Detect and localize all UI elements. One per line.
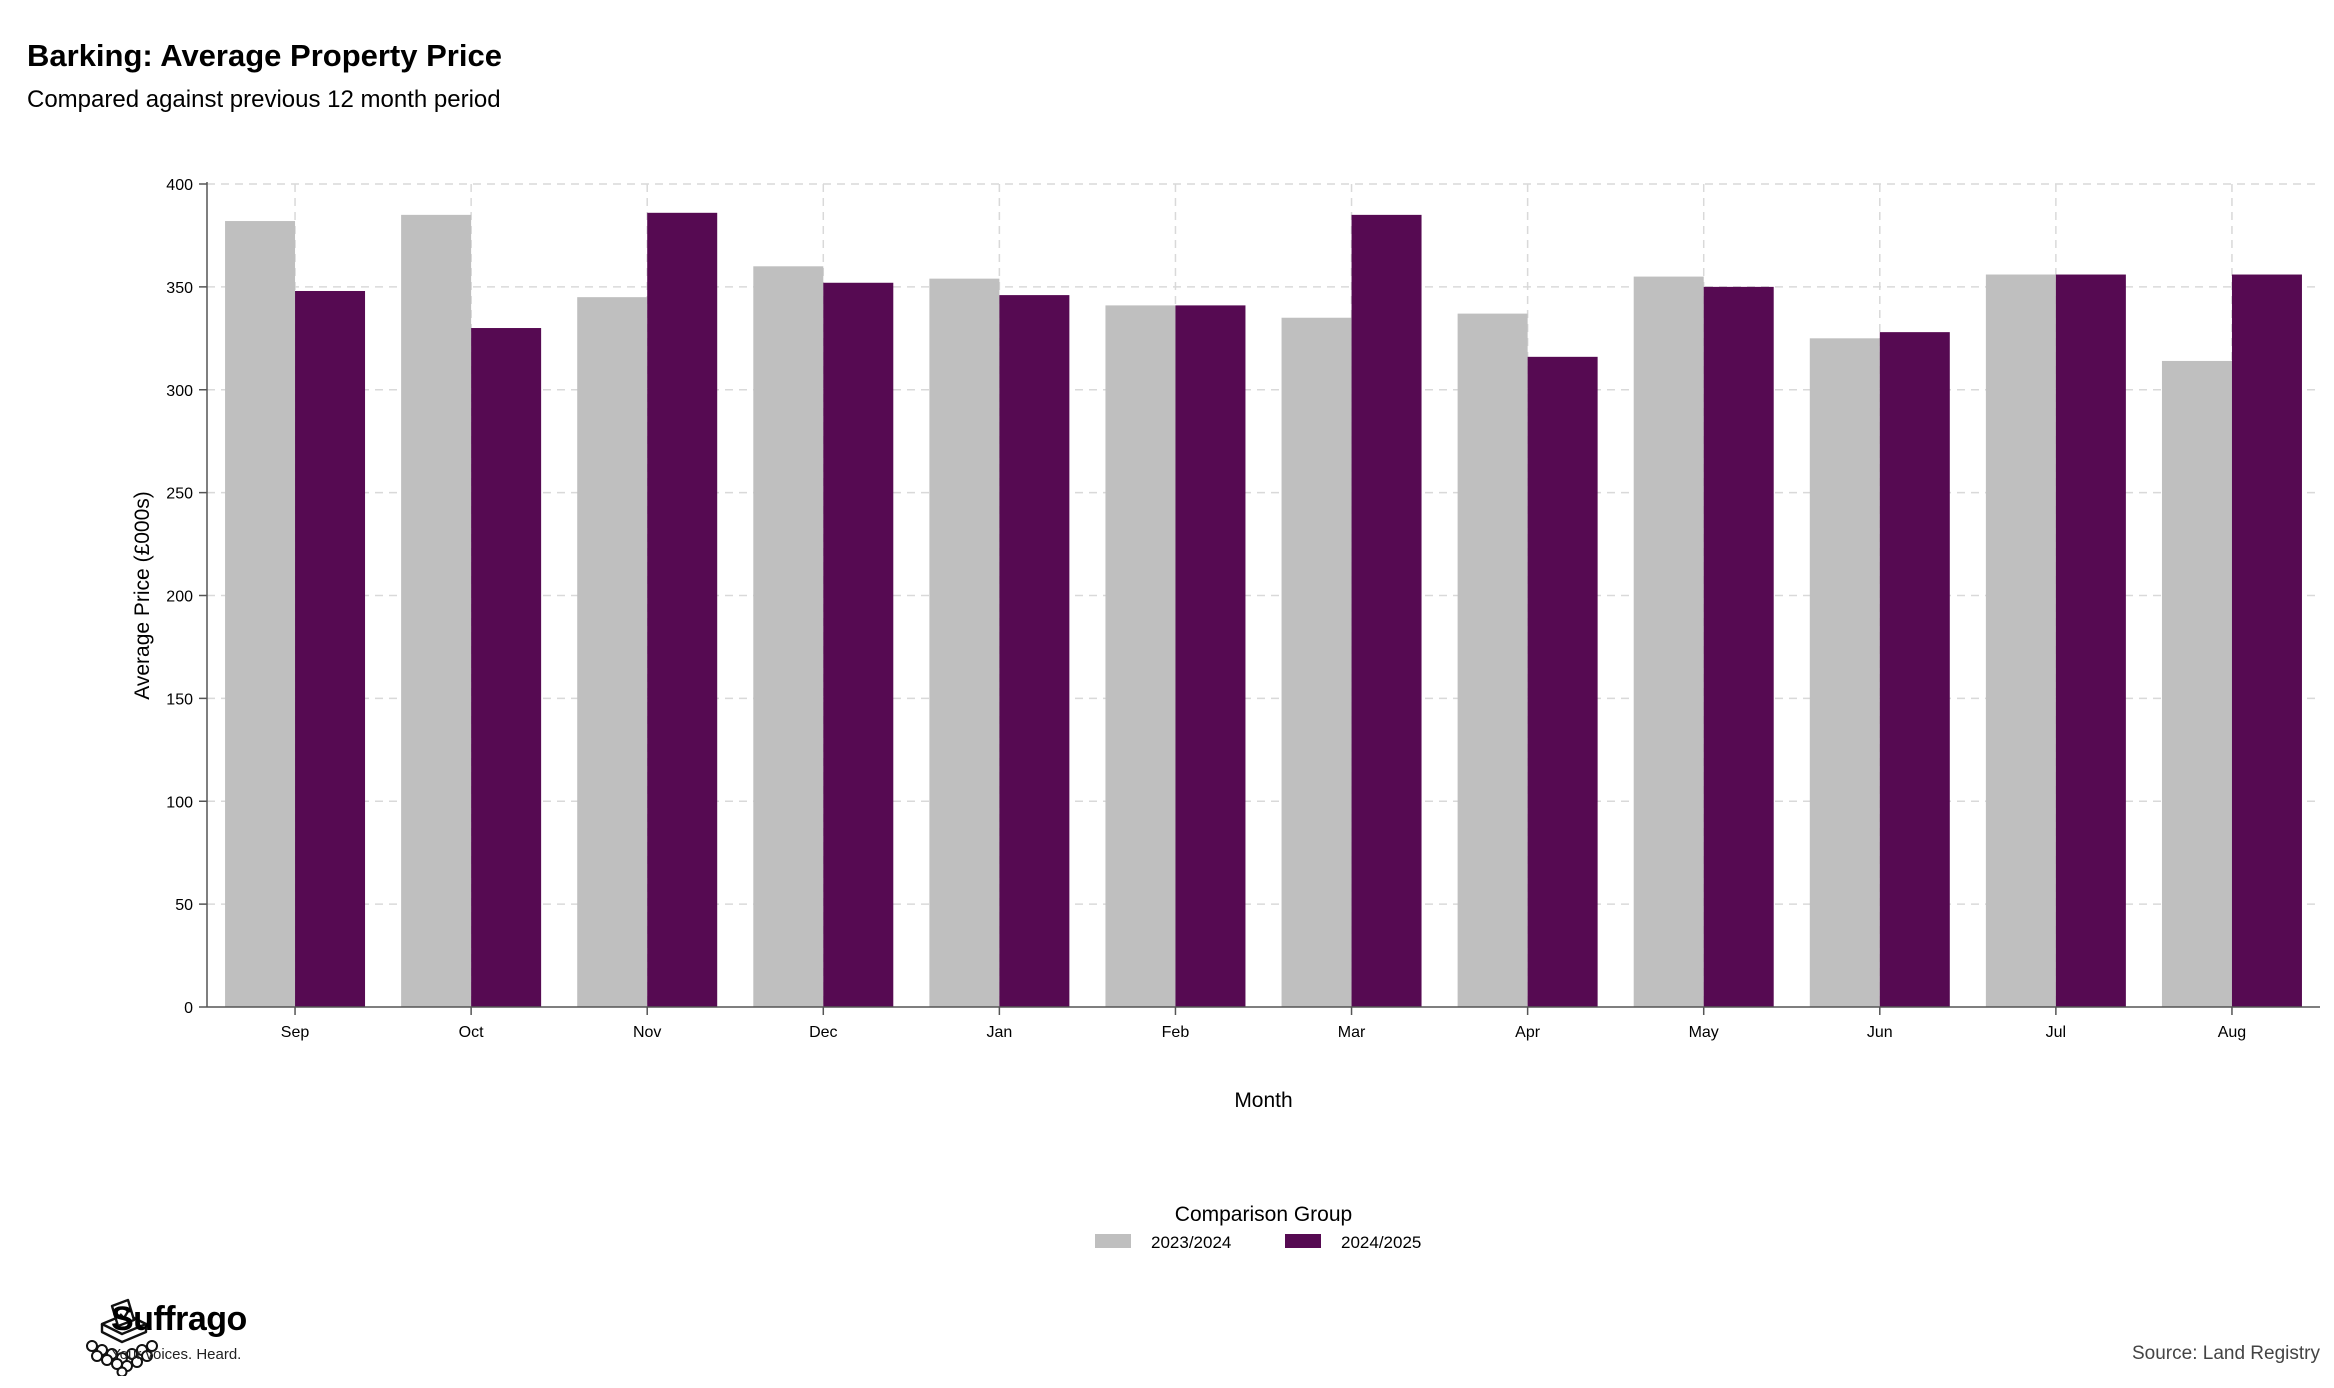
y-tick-label: 300 xyxy=(166,383,193,400)
bar-2024/2025-Mar xyxy=(1351,214,1422,1008)
bar-2023/2024-May xyxy=(1633,276,1704,1007)
x-tick-label: Nov xyxy=(633,1024,661,1041)
brand-name: Suffrago xyxy=(111,1300,247,1338)
bar-2023/2024-Jul xyxy=(1985,274,2056,1007)
y-tick-label: 350 xyxy=(166,280,193,297)
legend-swatch xyxy=(1285,1234,1321,1248)
bar-2024/2025-Jan xyxy=(999,295,1070,1008)
bars xyxy=(225,212,2302,1008)
bar-2023/2024-Nov xyxy=(577,297,648,1008)
legend-label: 2024/2025 xyxy=(1341,1233,1421,1252)
axes xyxy=(206,182,2320,1008)
bar-2024/2025-Feb xyxy=(1175,305,1246,1008)
x-tick-label: Feb xyxy=(1162,1024,1190,1041)
y-tick-label: 150 xyxy=(166,691,193,708)
source-note: Source: Land Registry xyxy=(2132,1343,2320,1364)
y-tick-label: 100 xyxy=(166,794,193,811)
x-tick-label: Oct xyxy=(459,1024,484,1041)
bar-2024/2025-May xyxy=(1703,286,1774,1007)
ballot-box-icon xyxy=(86,1298,158,1376)
y-tick-label: 250 xyxy=(166,486,193,503)
x-tick-label: Mar xyxy=(1338,1024,1366,1041)
x-tick-label: Jan xyxy=(986,1024,1012,1041)
y-tick-label: 400 xyxy=(166,177,193,194)
bar-2024/2025-Oct xyxy=(471,328,542,1007)
bar-chart: 0 50 100 150 200 250 300 350 400 Sep Oct Nov Dec Jan F… xyxy=(131,177,2320,1252)
x-tick-label: Jul xyxy=(2046,1024,2066,1041)
bar-2024/2025-Jul xyxy=(2055,274,2126,1007)
bar-2023/2024-Feb xyxy=(1105,305,1176,1008)
x-tick-label: Aug xyxy=(2218,1024,2246,1041)
bar-2024/2025-Nov xyxy=(647,212,718,1007)
x-tick-label: Jun xyxy=(1867,1024,1893,1041)
legend: Comparison Group 2023/2024 2024/2025 xyxy=(1095,1203,1421,1252)
y-tick-label: 200 xyxy=(166,589,193,606)
y-tick-label: 50 xyxy=(175,897,193,914)
x-tick-label: Dec xyxy=(809,1024,837,1041)
bar-2024/2025-Jun xyxy=(1879,332,1950,1007)
bar-2023/2024-Jun xyxy=(1809,338,1880,1007)
bar-2023/2024-Mar xyxy=(1281,317,1352,1007)
x-axis-title: Month xyxy=(1234,1089,1292,1112)
legend-swatch xyxy=(1095,1234,1131,1248)
x-tick-label: Sep xyxy=(281,1024,310,1041)
bar-2024/2025-Apr xyxy=(1527,356,1598,1008)
bar-2024/2025-Aug xyxy=(2231,274,2302,1007)
bar-2024/2025-Sep xyxy=(295,290,366,1007)
bar-2023/2024-Dec xyxy=(753,266,824,1007)
x-tick-label: Apr xyxy=(1515,1024,1541,1041)
bar-2023/2024-Apr xyxy=(1457,313,1528,1007)
bar-2024/2025-Dec xyxy=(823,282,894,1007)
legend-label: 2023/2024 xyxy=(1151,1233,1231,1252)
x-tick-label: May xyxy=(1689,1024,1719,1041)
brand-tagline: Your voices. Heard. xyxy=(111,1346,242,1363)
ticks: 0 50 100 150 200 250 300 350 400 Sep Oct Nov Dec Jan F… xyxy=(166,177,2246,1041)
bar-2023/2024-Aug xyxy=(2161,360,2232,1007)
bar-2023/2024-Oct xyxy=(401,214,472,1008)
legend-title: Comparison Group xyxy=(1175,1203,1352,1226)
chart-title: Barking: Average Property Price xyxy=(27,38,502,73)
y-axis-title: Average Price (£000s) xyxy=(131,491,154,700)
bar-2023/2024-Jan xyxy=(929,278,1000,1007)
y-tick-label: 0 xyxy=(184,1000,193,1017)
bar-2023/2024-Sep xyxy=(225,221,296,1007)
chart-subtitle: Compared against previous 12 month perio… xyxy=(27,86,501,113)
